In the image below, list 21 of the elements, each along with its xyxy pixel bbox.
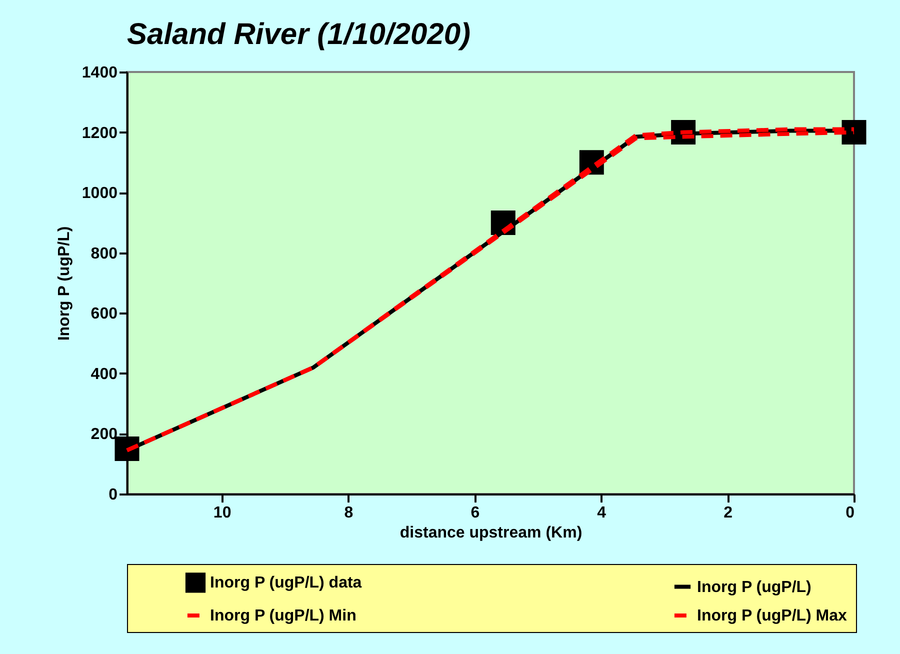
y-tick-label: 800 [90,245,118,262]
legend-label: Inorg P (ugP/L) Min [210,608,356,624]
legend-label: Inorg P (ugP/L) [697,578,812,596]
y-tick-label: 1000 [82,185,118,202]
x-tick-label: 10 [213,504,232,522]
x-tick-label: 2 [724,504,733,522]
x-tick-label: 8 [344,504,354,522]
legend-label: Inorg P (ugP/L) Max [697,608,848,624]
y-tick-label: 0 [108,486,118,504]
y-tick-label: 200 [90,426,118,444]
y-tick-label: 400 [90,366,118,383]
x-axis-title: distance upstream (Km) [400,524,582,542]
y-tick-label: 600 [90,306,118,323]
legend-label: Inorg P (ugP/L) data [210,574,362,592]
y-tick-label: 1400 [82,64,118,82]
x-tick-label: 6 [470,504,480,522]
y-axis-title: Inorg P (ugP/L) [56,226,73,341]
x-tick-label: 0 [846,504,855,522]
chart-title: Saland River (1/10/2020) [127,18,471,51]
x-tick-label: 4 [597,504,606,522]
y-tick-label: 1200 [82,124,118,142]
